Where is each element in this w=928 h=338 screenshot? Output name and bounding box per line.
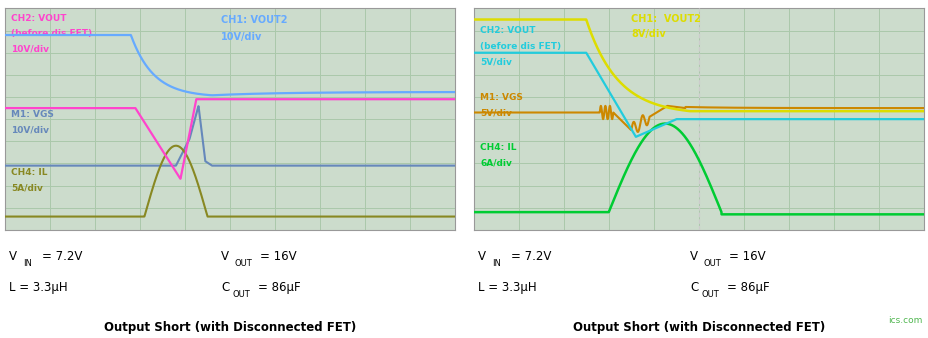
Text: CH4: IL: CH4: IL	[480, 144, 516, 152]
Text: 10V/div: 10V/div	[11, 45, 49, 54]
Text: = 7.2V: = 7.2V	[510, 250, 550, 263]
Text: V: V	[221, 250, 229, 263]
Text: 5A/div: 5A/div	[11, 183, 44, 192]
Text: 5V/div: 5V/div	[480, 57, 511, 66]
Text: = 86μF: = 86μF	[727, 281, 769, 294]
Text: 5V/div: 5V/div	[480, 108, 511, 117]
Text: OUT: OUT	[235, 259, 252, 268]
Text: IN: IN	[492, 259, 500, 268]
Text: L = 3.3μH: L = 3.3μH	[9, 281, 68, 294]
Text: (before dis FET): (before dis FET)	[480, 42, 561, 51]
Text: CH2: VOUT: CH2: VOUT	[11, 14, 67, 23]
Text: V: V	[690, 250, 697, 263]
Text: M1: VGS: M1: VGS	[480, 93, 522, 102]
Text: IN: IN	[23, 259, 32, 268]
Text: V: V	[9, 250, 18, 263]
Text: 8V/div: 8V/div	[631, 29, 665, 40]
Text: 6A/div: 6A/div	[480, 159, 511, 168]
Text: C: C	[690, 281, 698, 294]
Text: OUT: OUT	[701, 290, 718, 299]
Text: CH2: VOUT: CH2: VOUT	[480, 26, 535, 35]
Text: 10V/div: 10V/div	[221, 32, 262, 42]
Text: CH1: VOUT2: CH1: VOUT2	[221, 15, 288, 25]
Text: V: V	[478, 250, 485, 263]
Text: L = 3.3μH: L = 3.3μH	[478, 281, 536, 294]
Text: 10V/div: 10V/div	[11, 126, 49, 135]
Text: (before dis FET): (before dis FET)	[11, 29, 93, 39]
Text: Output Short (with Disconnected FET): Output Short (with Disconnected FET)	[573, 321, 824, 334]
Text: = 86μF: = 86μF	[258, 281, 301, 294]
Text: = 7.2V: = 7.2V	[42, 250, 82, 263]
Text: ics.com: ics.com	[887, 316, 922, 325]
Text: OUT: OUT	[232, 290, 250, 299]
Text: Output Short (with Disconnected FET): Output Short (with Disconnected FET)	[104, 321, 355, 334]
Text: = 16V: = 16V	[728, 250, 765, 263]
Text: CH1:  VOUT2: CH1: VOUT2	[631, 14, 701, 24]
Text: = 16V: = 16V	[260, 250, 296, 263]
Text: M1: VGS: M1: VGS	[11, 110, 54, 119]
Text: C: C	[221, 281, 229, 294]
Text: CH4: IL: CH4: IL	[11, 168, 48, 177]
Text: OUT: OUT	[703, 259, 721, 268]
